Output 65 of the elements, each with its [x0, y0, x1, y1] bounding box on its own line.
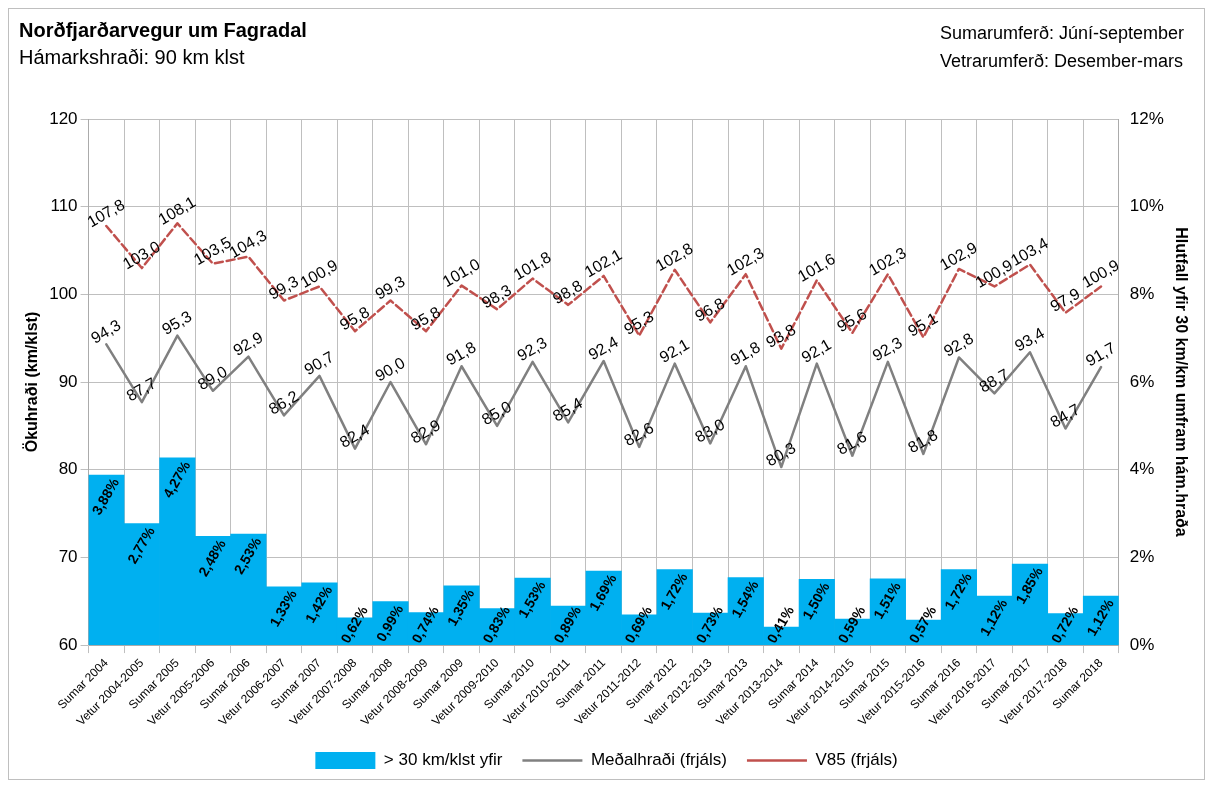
data-label: 89,0: [194, 362, 231, 393]
data-label: 84,7: [1047, 400, 1083, 431]
y2-tick-label: 0%: [1129, 634, 1155, 654]
data-label: 99,3: [265, 272, 302, 303]
data-label: 97,9: [1047, 284, 1083, 315]
data-label: 81,8: [905, 425, 941, 457]
y-tick-label: 80: [58, 459, 78, 479]
data-label: 92,3: [869, 333, 906, 365]
y2-tick-label: 8%: [1129, 284, 1155, 304]
data-label: 90,0: [372, 353, 408, 385]
data-label: 85,4: [549, 394, 586, 425]
data-label: 86,2: [265, 387, 302, 418]
data-label: 98,3: [478, 281, 515, 312]
data-label: 93,4: [1011, 324, 1048, 355]
data-label: 83,0: [691, 415, 728, 446]
data-label: 91,7: [1082, 338, 1119, 370]
text: Vetrarumferð: Desember-mars: [939, 50, 1184, 73]
data-label: 102,3: [865, 243, 909, 279]
data-label: 95,3: [620, 307, 657, 338]
data-label: 90,7: [301, 347, 337, 379]
data-label: 95,8: [407, 303, 444, 334]
y-tick-label: 120: [49, 108, 78, 128]
data-label: 92,1: [656, 335, 692, 366]
data-label: 92,8: [940, 329, 977, 360]
data-label: 94,3: [88, 316, 124, 347]
y2-tick-label: 6%: [1129, 371, 1155, 391]
legend-label: > 30 km/klst yfir: [383, 750, 503, 770]
text: Sumarumferð: Júní-september: [939, 22, 1184, 45]
chart-title: Norðfjarðarvegur um Fagradal: [19, 19, 307, 42]
data-label: 96,8: [691, 294, 728, 325]
y-tick-label: 60: [58, 634, 78, 654]
y-tick-label: 100: [49, 284, 78, 304]
legend-label: V85 (frjáls): [815, 750, 898, 770]
y2-tick-label: 12%: [1129, 108, 1164, 128]
data-label: 88,7: [976, 365, 1012, 396]
y-tick-label: 70: [58, 547, 78, 567]
data-label: 80,3: [763, 438, 799, 470]
y2-axis-title: Hlutfall yfir 30 km/km umfram hám.hraða: [1172, 227, 1190, 537]
y-tick-label: 90: [58, 371, 78, 391]
data-label: 95,8: [336, 303, 373, 334]
data-label: 99,3: [372, 272, 408, 303]
data-label: 92,9: [230, 328, 266, 359]
legend-label: Meðalhraði (frjáls): [590, 750, 727, 770]
data-label: 95,3: [159, 307, 195, 338]
data-label: 82,9: [407, 416, 444, 447]
data-label: 93,8: [763, 320, 799, 351]
y2-tick-label: 4%: [1129, 459, 1155, 479]
data-label: 102,3: [723, 243, 767, 279]
y2-tick-label: 10%: [1129, 196, 1164, 216]
y-axis-title: Ökuhraði (km/klst): [22, 311, 41, 453]
data-label: 82,6: [620, 418, 657, 450]
data-label: 82,4: [336, 420, 373, 451]
data-label: 92,1: [798, 335, 835, 366]
data-label: 92,4: [585, 332, 621, 364]
y-tick-label: 110: [50, 196, 78, 216]
data-label: 91,8: [443, 338, 479, 369]
data-label: 95,6: [834, 304, 870, 336]
data-label: 87,7: [123, 374, 160, 405]
data-label: 91,8: [727, 338, 764, 369]
data-label: 95,1: [905, 309, 941, 340]
data-label: 81,6: [834, 427, 870, 458]
y2-tick-label: 2%: [1129, 547, 1155, 567]
chart-subtitle: Hámarkshraði: 90 km klst: [19, 46, 246, 69]
data-label: 92,3: [514, 333, 550, 365]
data-label: 85,0: [478, 397, 515, 429]
